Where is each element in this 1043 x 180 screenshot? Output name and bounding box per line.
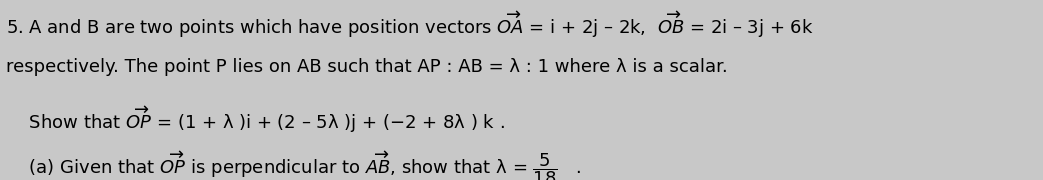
Text: Show that $\overrightarrow{OP}$ = (1 + λ )i + (2 – 5λ )j + (−2 + 8λ ) k .: Show that $\overrightarrow{OP}$ = (1 + λ… xyxy=(6,104,505,135)
Text: 5. A and B are two points which have position vectors $\overrightarrow{OA}$ = i : 5. A and B are two points which have pos… xyxy=(6,9,814,40)
Text: (a) Given that $\overrightarrow{OP}$ is perpendicular to $\overrightarrow{AB}$, : (a) Given that $\overrightarrow{OP}$ is … xyxy=(6,149,581,180)
Text: respectively. The point P lies on AB such that AP : AB = λ : 1 where λ is a scal: respectively. The point P lies on AB suc… xyxy=(6,58,728,76)
